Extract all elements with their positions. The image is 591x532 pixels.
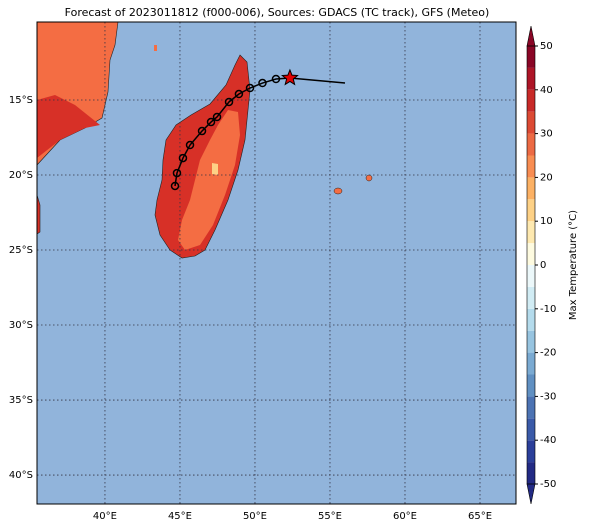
colorbar-tick-label: -40 [540, 435, 556, 446]
plot [37, 22, 516, 504]
x-tick-label: 65°E [468, 511, 492, 522]
madagascar-inland [178, 110, 240, 250]
colorbar-tick-label: -10 [540, 304, 556, 315]
track-point [258, 78, 267, 88]
y-tick-label: 30°S [9, 320, 33, 331]
colorbar-tick-label: 40 [540, 85, 553, 96]
y-tick-label: 20°S [9, 170, 33, 181]
track-point [185, 140, 195, 150]
colorbar-tick-label: 30 [540, 129, 553, 140]
frame [36, 21, 517, 505]
track-point [170, 181, 180, 191]
track-point [172, 168, 182, 178]
track-point [245, 83, 255, 93]
current-position [281, 68, 299, 86]
track-line [289, 77, 346, 84]
colorbar-band [527, 155, 535, 178]
x-tick-label: 55°E [318, 511, 342, 522]
colorbar-band [527, 265, 535, 287]
colorbar-tick-label: -20 [540, 348, 556, 359]
x-tick-label: 45°E [168, 511, 192, 522]
colorbar-band [527, 199, 535, 222]
colorbar-tick-label: -30 [540, 391, 556, 402]
colorbar-tick-label: 10 [540, 216, 553, 227]
colorbar-extend-top [526, 25, 536, 47]
colorbar-band [527, 286, 535, 309]
track-point [212, 112, 222, 122]
colorbar-band [527, 352, 535, 375]
colorbar-band [527, 133, 535, 156]
africa-warm [37, 95, 100, 158]
colorbar-band [527, 243, 535, 265]
colorbar-band [527, 67, 535, 90]
y-tick-label: 40°S [9, 470, 33, 481]
island [154, 45, 157, 51]
colorbar-band [527, 374, 535, 397]
track-point [234, 89, 244, 99]
colorbar-band [527, 221, 535, 244]
colorbar: -50 -40 -30 -20 -10 0 10 20 30 40 50 Max Temperatur… [526, 25, 579, 505]
colorbar-tick-label: -50 [540, 479, 556, 490]
colorbar-band [527, 46, 535, 68]
colorbar-label: Max Temperature (°C) [568, 210, 579, 320]
track-point [271, 74, 281, 84]
africa-south [37, 194, 41, 235]
map-title: Forecast of 2023011812 (f000-006), Sourc… [65, 6, 490, 19]
colorbar-tick-label: 0 [540, 260, 546, 271]
x-tick-label: 60°E [393, 511, 417, 522]
island [365, 174, 373, 182]
y-tick-label: 25°S [9, 245, 33, 256]
colorbar-band [527, 177, 535, 200]
y-tick-label: 35°S [9, 395, 33, 406]
colorbar-tick-label: 20 [540, 172, 553, 183]
y-tick-label: 15°S [9, 95, 33, 106]
colorbar-extend-bottom [526, 483, 536, 505]
colorbar-band [527, 396, 535, 419]
island [333, 187, 343, 195]
colorbar-band [527, 89, 535, 112]
x-tick-label: 50°E [243, 511, 267, 522]
colorbar-band [527, 308, 535, 331]
track-point [206, 117, 216, 127]
ocean [37, 22, 516, 504]
colorbar-band [527, 462, 535, 484]
colorbar-band [527, 111, 535, 134]
track-point [224, 97, 234, 107]
track-line [174, 77, 290, 187]
colorbar-band [527, 440, 535, 463]
colorbar-tick-label: 50 [540, 41, 553, 52]
highland [212, 163, 218, 175]
track-point [178, 153, 188, 163]
colorbar-band [527, 418, 535, 441]
colorbar-band [527, 330, 535, 353]
x-tick-label: 40°E [93, 511, 117, 522]
track-point [197, 126, 207, 136]
